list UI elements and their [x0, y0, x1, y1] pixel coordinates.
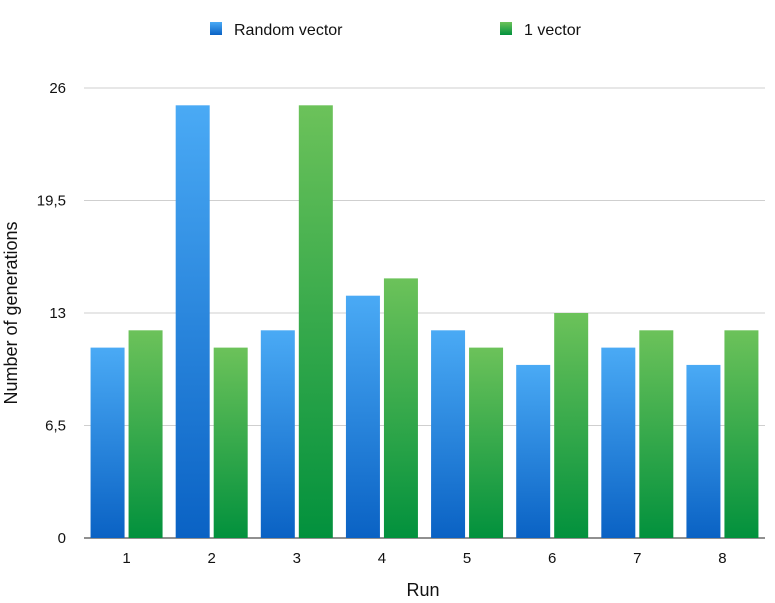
bar-random-vector-run-2	[175, 105, 210, 539]
bar-random-vector-run-7	[601, 347, 636, 538]
x-tick-label: 8	[718, 550, 726, 567]
y-axis-ticks: 0 6,5 13 19,5 26	[37, 80, 66, 547]
y-tick-label: 13	[49, 305, 66, 322]
bar-1-vector-run-8	[724, 330, 759, 538]
x-axis-ticks: 1 2 3 4 5 6 7 8	[122, 550, 726, 567]
y-tick-label: 19,5	[37, 193, 66, 210]
x-tick-label: 6	[548, 550, 556, 567]
bar-1-vector-run-7	[639, 330, 674, 538]
x-tick-label: 1	[122, 550, 130, 567]
x-tick-label: 3	[293, 550, 301, 567]
y-tick-label: 26	[49, 80, 66, 97]
bar-1-vector-run-5	[469, 347, 504, 538]
bar-1-vector-run-1	[128, 330, 163, 538]
bar-random-vector-run-1	[90, 347, 125, 538]
bar-random-vector-run-6	[516, 364, 551, 538]
x-tick-label: 4	[378, 550, 386, 567]
legend-swatch-1-vector	[500, 22, 512, 35]
y-tick-label: 0	[58, 530, 66, 547]
x-tick-label: 2	[208, 550, 216, 567]
bar-random-vector-run-8	[686, 364, 721, 538]
bar-random-vector-run-3	[260, 330, 295, 538]
y-tick-label: 6,5	[45, 418, 66, 435]
x-tick-label: 5	[463, 550, 471, 567]
legend-swatch-random-vector	[210, 22, 222, 35]
legend-label-1-vector: 1 vector	[524, 22, 582, 39]
bar-1-vector-run-6	[554, 313, 589, 538]
bar-random-vector-run-4	[345, 295, 380, 538]
x-axis-title: Run	[406, 580, 439, 600]
bars	[90, 105, 759, 539]
bar-1-vector-run-4	[383, 278, 418, 538]
y-axis-title: Number of generations	[1, 221, 21, 404]
x-tick-label: 7	[633, 550, 641, 567]
legend: Random vector 1 vector	[210, 22, 582, 39]
bar-1-vector-run-2	[213, 347, 248, 538]
legend-label-random-vector: Random vector	[234, 22, 343, 39]
bar-1-vector-run-3	[298, 105, 333, 539]
bar-random-vector-run-5	[431, 330, 466, 538]
